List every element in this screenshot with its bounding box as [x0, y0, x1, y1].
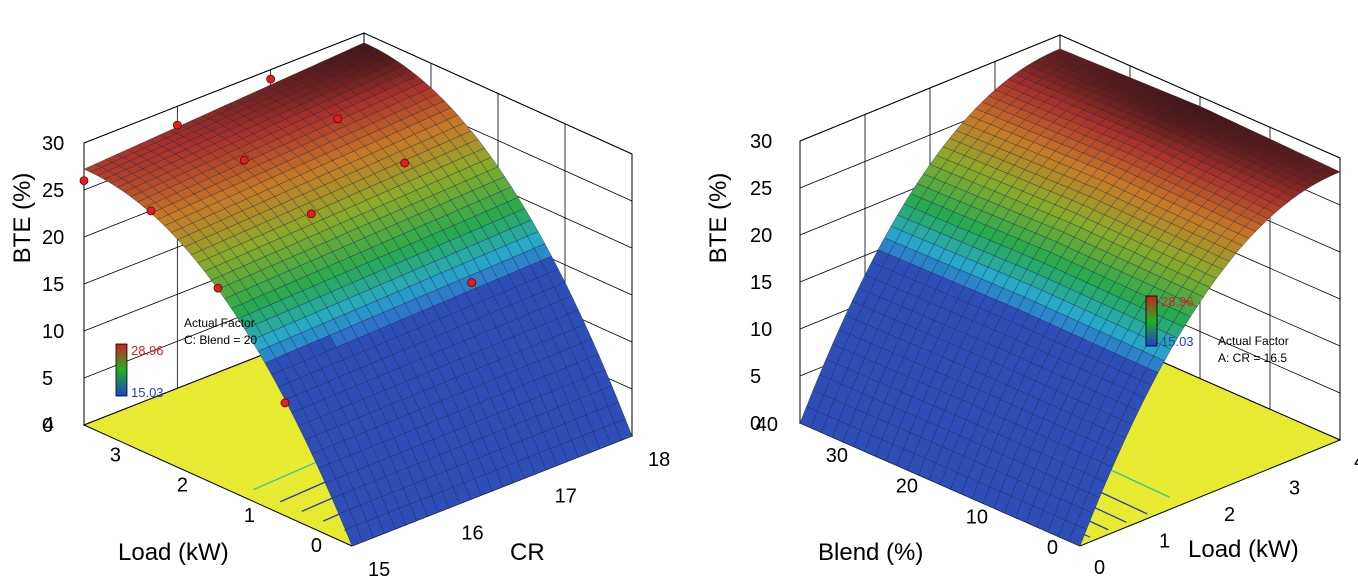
left-x-axis-label: Load (kW): [118, 539, 229, 566]
left-colorbar-min: 15.03: [131, 385, 164, 400]
left-surface-cell: [345, 525, 364, 547]
right-z-tick-label: 25: [750, 178, 772, 200]
right-y-tick-label: 1: [1159, 531, 1170, 553]
left-z-tick-label: 20: [42, 227, 64, 249]
left-z-tick-label: 5: [42, 368, 53, 390]
right-surface-cell: [1068, 524, 1087, 547]
left-x-tick-label: 1: [244, 505, 255, 527]
left-plot-tick-labels: 0 5 10 15 20 25 30 0 1 2 3 4 15 16 17 18: [42, 133, 670, 581]
left-y-tick-label: 18: [648, 449, 670, 471]
right-x-tick-label: 30: [826, 445, 848, 467]
left-design-point: [467, 278, 477, 288]
plot-load-cr: 0 5 10 15 20 25 30 0 1 2 3 4 15 16 17 18 BTE (%) Load (…: [9, 32, 670, 581]
left-actual-factor-value: C: Blend = 20: [184, 333, 257, 347]
right-y-tick-label: 3: [1289, 478, 1300, 500]
left-y-tick-label: 16: [461, 522, 483, 544]
left-y-axis-label: CR: [510, 539, 545, 566]
right-z-tick-label: 0: [750, 413, 761, 435]
left-z-axis-label: BTE (%): [9, 173, 36, 264]
left-y-tick-label: 17: [555, 486, 577, 508]
right-z-tick-label: 10: [750, 319, 772, 341]
right-z-tick-label: 15: [750, 272, 772, 294]
right-wall-grid: [799, 34, 1341, 159]
left-plot-design-points: [79, 74, 477, 408]
left-design-point: [280, 398, 290, 408]
left-design-point: [146, 206, 156, 216]
left-z-tick-label: 15: [42, 274, 64, 296]
right-z-tick-label: 5: [750, 366, 761, 388]
left-y-tick-label: 15: [368, 559, 390, 581]
left-z-tick-label: 0: [42, 415, 53, 437]
left-colorbar: [115, 343, 128, 397]
left-design-point: [79, 176, 89, 186]
left-design-point: [266, 74, 276, 84]
left-z-tick-label: 10: [42, 321, 64, 343]
right-actual-factor-value: A: CR = 16.5: [1218, 351, 1287, 365]
right-x-tick-label: 10: [966, 506, 988, 528]
right-y-axis-label: Load (kW): [1188, 536, 1299, 563]
right-colorbar-min: 15.03: [1161, 334, 1194, 349]
right-colorbar: [1145, 295, 1158, 347]
right-y-tick-label: 0: [1094, 557, 1105, 579]
left-design-point: [172, 120, 182, 130]
right-x-axis-label: Blend (%): [818, 539, 923, 566]
right-z-tick-label: 20: [750, 225, 772, 247]
left-design-point: [213, 283, 223, 293]
left-design-point: [306, 209, 316, 219]
left-x-tick-label: 4: [43, 414, 54, 436]
right-x-tick-label: 20: [896, 476, 918, 498]
left-z-tick-label: 25: [42, 180, 64, 202]
right-y-tick-label: 4: [1354, 451, 1358, 473]
right-actual-factor-title: Actual Factor: [1218, 334, 1289, 348]
right-x-tick-label: 40: [756, 414, 778, 436]
left-design-point: [400, 158, 410, 168]
right-z-tick-label: 30: [750, 131, 772, 153]
right-y-tick-label: 2: [1224, 504, 1235, 526]
right-plot-surface: [799, 48, 1341, 547]
left-plot-surface: [83, 42, 633, 547]
right-x-tick-label: 0: [1047, 537, 1058, 559]
left-x-tick-label: 3: [110, 444, 121, 466]
left-design-point: [333, 114, 343, 124]
right-colorbar-max: 28.96: [1161, 294, 1194, 309]
left-x-tick-label: 0: [311, 535, 322, 557]
left-z-tick-label: 30: [42, 133, 64, 155]
left-colorbar-max: 28.96: [131, 343, 164, 358]
left-x-tick-label: 2: [177, 475, 188, 497]
left-design-point: [239, 155, 249, 165]
left-actual-factor-title: Actual Factor: [184, 316, 255, 330]
right-z-axis-label: BTE (%): [705, 173, 732, 264]
plot-blend-load: 05101520253001020304001234 BTE (%) Blend…: [705, 34, 1358, 579]
right-plot-tick-labels: 05101520253001020304001234: [750, 131, 1358, 579]
